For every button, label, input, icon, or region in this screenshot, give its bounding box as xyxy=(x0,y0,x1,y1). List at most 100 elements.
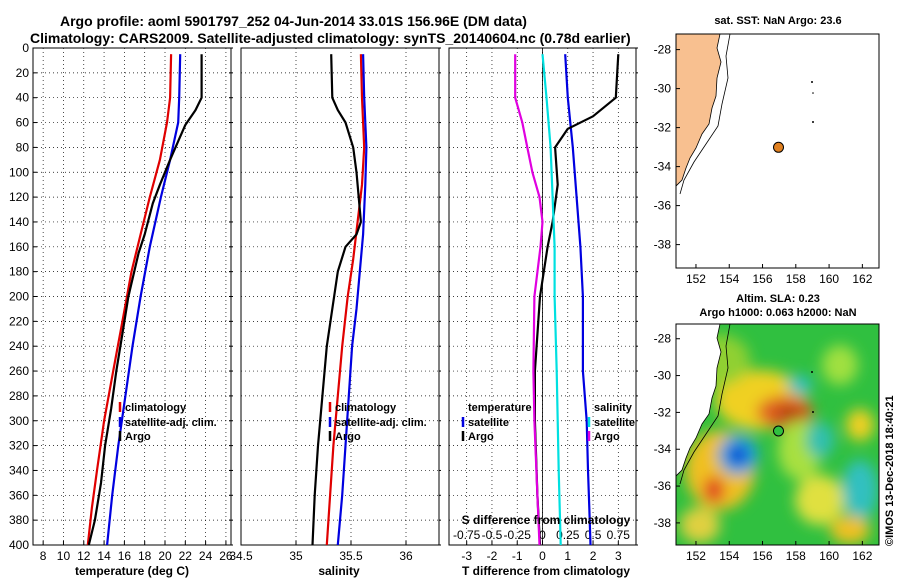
legend-sal-argo-label: Argo xyxy=(594,431,620,443)
legend-satellite-adj-label: satellite-adj. clim. xyxy=(125,417,217,429)
x-tick-label: 0 xyxy=(539,549,546,563)
x-tick-label: 14 xyxy=(97,549,111,563)
series-line-satellite-adj-clim- xyxy=(106,54,182,545)
map-lat-label: -30 xyxy=(654,369,672,383)
map-lon-label: 158 xyxy=(786,272,806,286)
x-tick-label: 36 xyxy=(399,549,413,563)
s-difference-tick-label: 0.75 xyxy=(607,528,631,542)
legend-satellite-adj-label: satellite-adj. clim. xyxy=(335,417,427,429)
temperature-grid xyxy=(33,48,231,545)
depth-tick-label: 280 xyxy=(9,389,29,403)
series-line-salinity-satellite xyxy=(541,54,562,545)
series-line-salinity-argo xyxy=(514,54,544,545)
salinity-tick-labels: 34.5 35 35.5 36 xyxy=(229,541,413,563)
difference-panel: -3 -2 -1 0 1 2 3 -0.75 -0.5 -0.25 0 0.25 0.5 0.75 te… xyxy=(448,47,637,578)
x-tick-label: -1 xyxy=(512,549,523,563)
shelf-contour xyxy=(679,34,731,195)
salinity-panel: 34.5 35 35.5 36 climatology satellite-adj. … xyxy=(229,47,440,578)
sst-map-panel: sat. SST: NaN Argo: 23.6 152 154 156 158 160… xyxy=(654,15,880,286)
series-line-climatology xyxy=(86,54,173,545)
argo-position-marker xyxy=(773,425,784,437)
legend-climatology-label: climatology xyxy=(335,402,397,414)
x-tick-label: 35 xyxy=(289,549,303,563)
sla-map-frame xyxy=(675,323,880,546)
argo-position-marker xyxy=(773,141,784,153)
x-tick-label: 3 xyxy=(615,549,622,563)
series-line-temperature-satellite xyxy=(564,54,592,545)
map-lon-label: 156 xyxy=(753,272,773,286)
island-marker xyxy=(812,92,814,94)
series-line-argo xyxy=(311,54,362,545)
temperature-panel: 0204060801001201401601802002202402602803… xyxy=(9,41,638,578)
x-tick-label: 26 xyxy=(219,549,233,563)
x-tick-label: 24 xyxy=(199,549,213,563)
legend-temp-argo-label: Argo xyxy=(468,431,494,443)
depth-tick-label: 160 xyxy=(9,240,29,254)
island-marker xyxy=(811,81,813,83)
x-tick-label: 2 xyxy=(590,549,597,563)
salinity-grid xyxy=(241,48,439,545)
map-lat-label: -38 xyxy=(654,516,672,530)
depth-tick-label: 60 xyxy=(16,116,30,130)
map-lon-label: 154 xyxy=(719,272,739,286)
salinity-legend: climatology satellite-adj. clim. Argo xyxy=(328,402,427,443)
figure-title-line2: Climatology: CARS2009. Satellite-adjuste… xyxy=(30,30,631,46)
depth-tick-label: 400 xyxy=(9,538,29,552)
s-difference-tick-label: 0.25 xyxy=(556,528,580,542)
s-difference-tick-labels: -0.75 -0.5 -0.25 0 0.25 0.5 0.75 xyxy=(453,528,630,542)
salinity-axis-label: salinity xyxy=(318,564,360,578)
map-lat-label: -32 xyxy=(654,121,672,135)
sla-map-ticks: 152 154 156 158 160 162 -28 -30 -32 -34 -36 -38 xyxy=(654,332,873,563)
x-tick-label: -3 xyxy=(461,549,472,563)
x-tick-label: 35.5 xyxy=(339,549,363,563)
series-line-argo xyxy=(87,54,203,545)
map-lon-label: 152 xyxy=(686,272,706,286)
depth-tick-label: 40 xyxy=(16,91,30,105)
s-difference-tick-label: -0.5 xyxy=(482,528,503,542)
legend-salinity-title: salinity xyxy=(594,402,633,414)
t-difference-tick-labels: -3 -2 -1 0 1 2 3 xyxy=(461,541,622,563)
map-lon-label: 162 xyxy=(852,272,872,286)
shelf-contour xyxy=(679,324,731,485)
legend-temp-satellite-label: satellite xyxy=(468,417,509,429)
legend-climatology-label: climatology xyxy=(125,402,187,414)
x-tick-label: 22 xyxy=(179,549,193,563)
salinity-profiles xyxy=(311,54,368,545)
x-tick-label: 20 xyxy=(158,549,172,563)
s-difference-tick-label: -0.75 xyxy=(453,528,481,542)
sla-map-panel: Altim. SLA: 0.23 Argo h1000: 0.063 h2000… xyxy=(654,293,880,563)
s-difference-tick-label: 0 xyxy=(539,528,546,542)
sst-map-land xyxy=(676,34,814,195)
map-lat-label: -28 xyxy=(654,43,672,57)
map-lat-label: -32 xyxy=(654,405,672,419)
depth-tick-label: 0 xyxy=(22,41,29,55)
depth-tick-label: 300 xyxy=(9,414,29,428)
map-lon-label: 154 xyxy=(719,549,739,563)
x-tick-label: 8 xyxy=(40,549,47,563)
temperature-profiles xyxy=(86,54,203,545)
island-marker xyxy=(812,411,814,413)
sst-map-frame xyxy=(675,33,880,269)
x-tick-label: 34.5 xyxy=(229,549,253,563)
depth-tick-label: 380 xyxy=(9,513,29,527)
series-line-satellite-adj-clim- xyxy=(336,54,368,545)
x-tick-label: 12 xyxy=(77,549,91,563)
sla-map-title-line1: Altim. SLA: 0.23 xyxy=(736,293,820,305)
difference-grid xyxy=(449,48,636,545)
imos-watermark: ©IMOS 13-Dec-2018 18:40:21 xyxy=(884,395,896,546)
s-difference-tick-label: 0.5 xyxy=(585,528,602,542)
figure-title-line1: Argo profile: aoml 5901797_252 04-Jun-20… xyxy=(60,13,527,29)
depth-tick-label: 100 xyxy=(9,165,29,179)
depth-tick-label: 260 xyxy=(9,364,29,378)
x-tick-label: -2 xyxy=(487,549,498,563)
temperature-tick-labels: 8 10 12 14 16 18 20 22 24 26 xyxy=(40,541,233,563)
x-tick-label: 1 xyxy=(564,549,571,563)
depth-tick-label: 80 xyxy=(16,140,30,154)
map-lon-label: 158 xyxy=(786,549,806,563)
difference-profiles xyxy=(514,54,620,545)
difference-legend: temperature satellite Argo salinity sate… xyxy=(461,402,635,443)
australia-coastline xyxy=(676,324,722,477)
depth-tick-label: 320 xyxy=(9,439,29,453)
depth-tick-label: 20 xyxy=(16,66,30,80)
depth-tick-label: 140 xyxy=(9,215,29,229)
